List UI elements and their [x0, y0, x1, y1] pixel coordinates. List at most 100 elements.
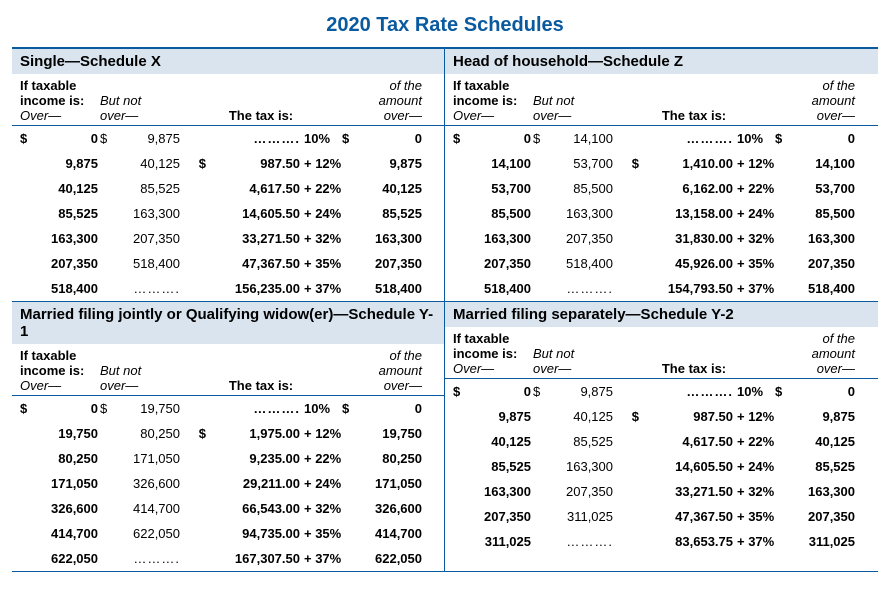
tax-base: 167,307.50 — [208, 551, 300, 566]
dollar-sign: $ — [182, 156, 206, 171]
butnot-value: 171,050 — [120, 451, 180, 466]
tax-base: ………. — [641, 131, 733, 146]
butnot-value: 14,100 — [553, 131, 613, 146]
over-value: 622,050 — [38, 551, 98, 566]
tax-base: 33,271.50 — [641, 484, 733, 499]
bracket-row: 85,525 163,300 14,605.50 + 24% 85,525 — [12, 201, 444, 226]
dollar-sign: $ — [100, 131, 118, 146]
bracket-row: 622,050 ………. 167,307.50 + 37% 622,050 — [12, 546, 444, 571]
butnot-value: 518,400 — [553, 256, 613, 271]
of-amount-value: 311,025 — [795, 534, 855, 549]
bracket-row: 9,875 40,125 $ 987.50 + 12% 9,875 — [12, 151, 444, 176]
of-amount-value: 171,050 — [362, 476, 422, 491]
tax-base: 156,235.00 — [208, 281, 300, 296]
over-value: 0 — [471, 384, 531, 399]
of-amount-value: 326,600 — [362, 501, 422, 516]
of-amount-value: 19,750 — [362, 426, 422, 441]
of-amount-value: 9,875 — [362, 156, 422, 171]
hdr-tax-is: The tax is: — [182, 78, 340, 123]
tax-rate: + 12% — [735, 409, 773, 424]
of-amount-value: 163,300 — [795, 484, 855, 499]
butnot-value: 53,700 — [553, 156, 613, 171]
of-amount-value: 0 — [795, 131, 855, 146]
dollar-sign: $ — [342, 131, 360, 146]
tax-rate: + 32% — [302, 501, 340, 516]
over-value: 0 — [38, 401, 98, 416]
tax-base: ………. — [208, 131, 300, 146]
schedule-name: Head of household—Schedule Z — [445, 49, 878, 74]
of-amount-value: 53,700 — [795, 181, 855, 196]
bracket-row: 518,400 ………. 154,793.50 + 37% 518,400 — [445, 276, 878, 301]
butnot-value: 207,350 — [553, 231, 613, 246]
over-value: 311,025 — [471, 534, 531, 549]
over-value: 518,400 — [471, 281, 531, 296]
butnot-value: 40,125 — [553, 409, 613, 424]
tax-base: 31,830.00 — [641, 231, 733, 246]
butnot-value: 163,300 — [553, 459, 613, 474]
bracket-row: 518,400 ………. 156,235.00 + 37% 518,400 — [12, 276, 444, 301]
butnot-value: 163,300 — [553, 206, 613, 221]
hdr-tax-is: The tax is: — [182, 348, 340, 393]
bracket-row: 163,300 207,350 31,830.00 + 32% 163,300 — [445, 226, 878, 251]
hdr-of-amount: of theamountover— — [775, 78, 855, 123]
tax-base: 94,735.00 — [208, 526, 300, 541]
butnot-value: 311,025 — [553, 509, 613, 524]
schedule-name: Married filing jointly or Qualifying wid… — [12, 302, 444, 344]
bracket-row: 414,700 622,050 94,735.00 + 35% 414,700 — [12, 521, 444, 546]
of-amount-value: 0 — [362, 401, 422, 416]
tax-rate: + 12% — [302, 426, 340, 441]
butnot-value: 80,250 — [120, 426, 180, 441]
over-value: 326,600 — [38, 501, 98, 516]
tax-base: 47,367.50 — [208, 256, 300, 271]
over-value: 40,125 — [471, 434, 531, 449]
butnot-value: 19,750 — [120, 401, 180, 416]
bracket-row: 14,100 53,700 $ 1,410.00 + 12% 14,100 — [445, 151, 878, 176]
dollar-sign: $ — [453, 384, 469, 399]
butnot-value: 622,050 — [120, 526, 180, 541]
dollar-sign: $ — [533, 131, 551, 146]
tax-rate: + 24% — [735, 206, 773, 221]
of-amount-value: 0 — [795, 384, 855, 399]
over-value: 163,300 — [471, 231, 531, 246]
dollar-sign: $ — [533, 384, 551, 399]
bracket-row: $ 0 $ 14,100 ………. 10% $ 0 — [445, 126, 878, 151]
dollar-sign: $ — [615, 156, 639, 171]
hdr-but-not: But notover— — [100, 93, 180, 123]
dollar-sign: $ — [20, 131, 36, 146]
over-value: 40,125 — [38, 181, 98, 196]
of-amount-value: 9,875 — [795, 409, 855, 424]
tax-base: ………. — [208, 401, 300, 416]
schedule-cell: Head of household—Schedule Z If taxable … — [445, 49, 878, 302]
tax-rate: + 22% — [302, 451, 340, 466]
bracket-row: 40,125 85,525 4,617.50 + 22% 40,125 — [12, 176, 444, 201]
tax-rate: + 35% — [302, 526, 340, 541]
bracket-row: 207,350 311,025 47,367.50 + 35% 207,350 — [445, 504, 878, 529]
of-amount-value: 85,525 — [795, 459, 855, 474]
tax-rate: + 24% — [735, 459, 773, 474]
hdr-if-taxable: If taxable income is: Over— — [20, 348, 98, 393]
hdr-tax-is: The tax is: — [615, 331, 773, 376]
tax-rate: + 35% — [735, 256, 773, 271]
butnot-value: ………. — [553, 281, 613, 296]
tax-rate: + 37% — [735, 281, 773, 296]
bracket-row: 40,125 85,525 4,617.50 + 22% 40,125 — [445, 429, 878, 454]
tax-base: 987.50 — [208, 156, 300, 171]
of-amount-value: 622,050 — [362, 551, 422, 566]
tax-rate: 10% — [735, 131, 773, 146]
dollar-sign: $ — [775, 131, 793, 146]
hdr-but-not: But notover— — [100, 363, 180, 393]
butnot-value: 414,700 — [120, 501, 180, 516]
tax-base: 1,410.00 — [641, 156, 733, 171]
tax-rate: + 24% — [302, 206, 340, 221]
schedule-name: Married filing separately—Schedule Y-2 — [445, 302, 878, 327]
page-title: 2020 Tax Rate Schedules — [12, 8, 878, 47]
tax-rate: + 32% — [735, 231, 773, 246]
dollar-sign: $ — [20, 401, 36, 416]
of-amount-value: 80,250 — [362, 451, 422, 466]
dollar-sign: $ — [182, 426, 206, 441]
tax-rate: 10% — [735, 384, 773, 399]
tax-base: 154,793.50 — [641, 281, 733, 296]
over-value: 14,100 — [471, 156, 531, 171]
of-amount-value: 163,300 — [362, 231, 422, 246]
tax-rate: + 37% — [735, 534, 773, 549]
